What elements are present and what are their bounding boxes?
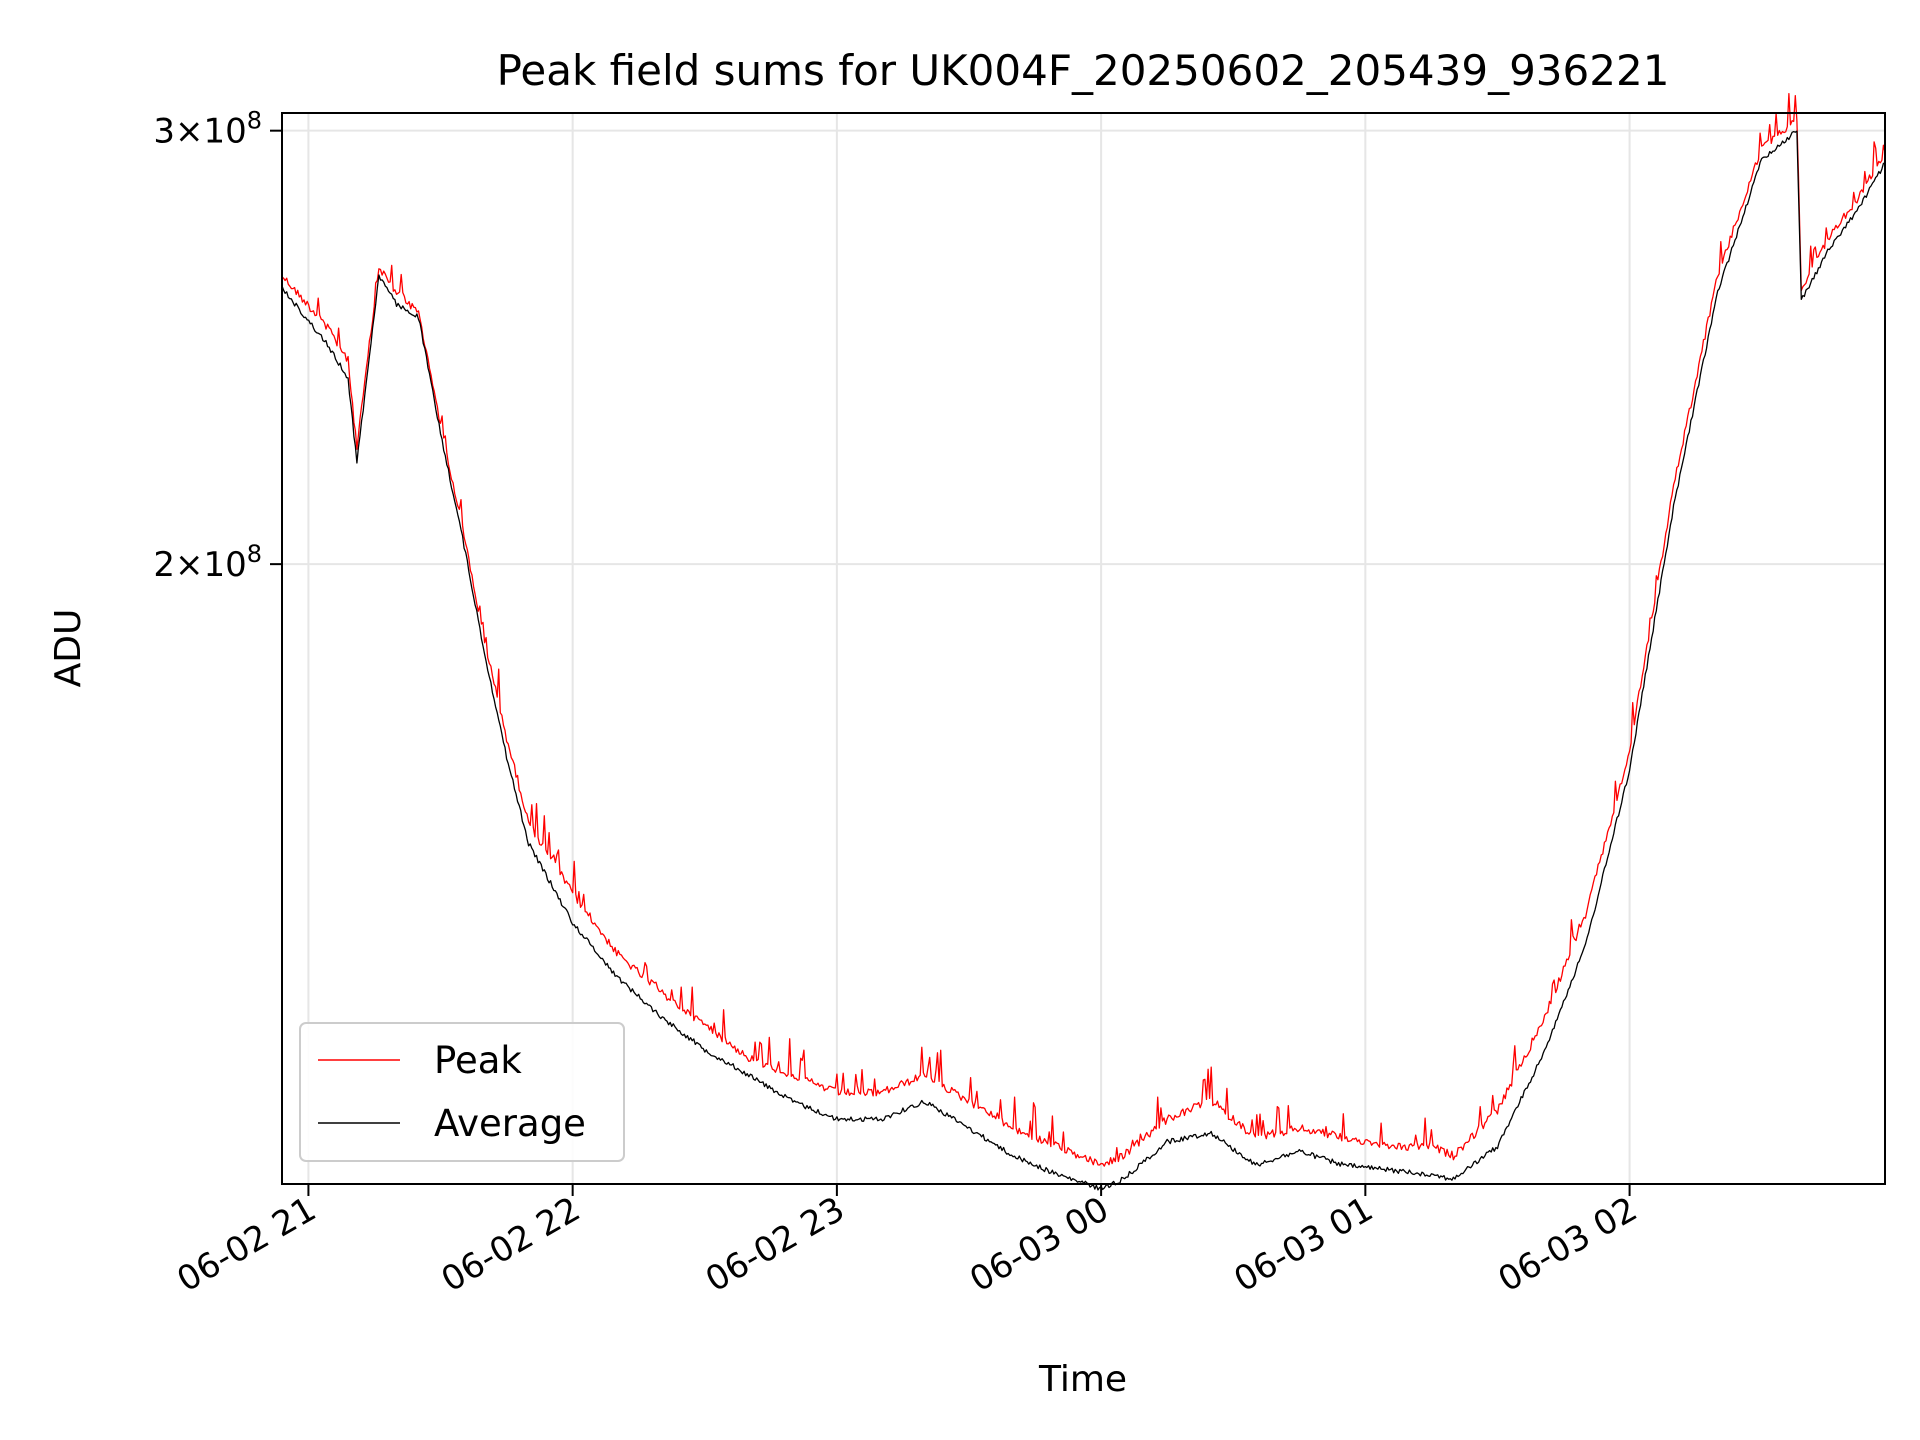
chart-title: Peak field sums for UK004F_20250602_2054… [497, 46, 1670, 95]
plot-frame [281, 112, 1886, 1185]
x-axis-title: Time [1038, 1359, 1127, 1400]
y-axis: 2×108 3×108 [153, 107, 282, 585]
x-tick-label: 06-02 23 [699, 1189, 851, 1300]
y-tick-label: 3×108 [153, 107, 262, 152]
legend-label-average: Average [434, 1102, 586, 1145]
x-tick-label: 06-03 00 [963, 1189, 1115, 1300]
y-tick-label: 2×108 [153, 540, 262, 585]
series-layer [281, 92, 1886, 1191]
y-axis-title: ADU [48, 609, 89, 688]
legend-box [299, 1022, 625, 1162]
series-line-average [281, 130, 1886, 1191]
x-tick-label: 06-03 02 [1492, 1189, 1644, 1300]
x-tick-label: 06-02 21 [171, 1189, 323, 1300]
x-axis: 06-02 21 06-02 22 06-02 23 06-03 00 06-03 01… [171, 1184, 1644, 1300]
legend-label-peak: Peak [434, 1039, 522, 1082]
grid [282, 113, 1885, 1184]
series-line-peak [281, 92, 1886, 1167]
legend: Peak Average [299, 1022, 625, 1162]
x-tick-label: 06-03 01 [1227, 1189, 1379, 1300]
x-tick-label: 06-02 22 [435, 1189, 587, 1300]
